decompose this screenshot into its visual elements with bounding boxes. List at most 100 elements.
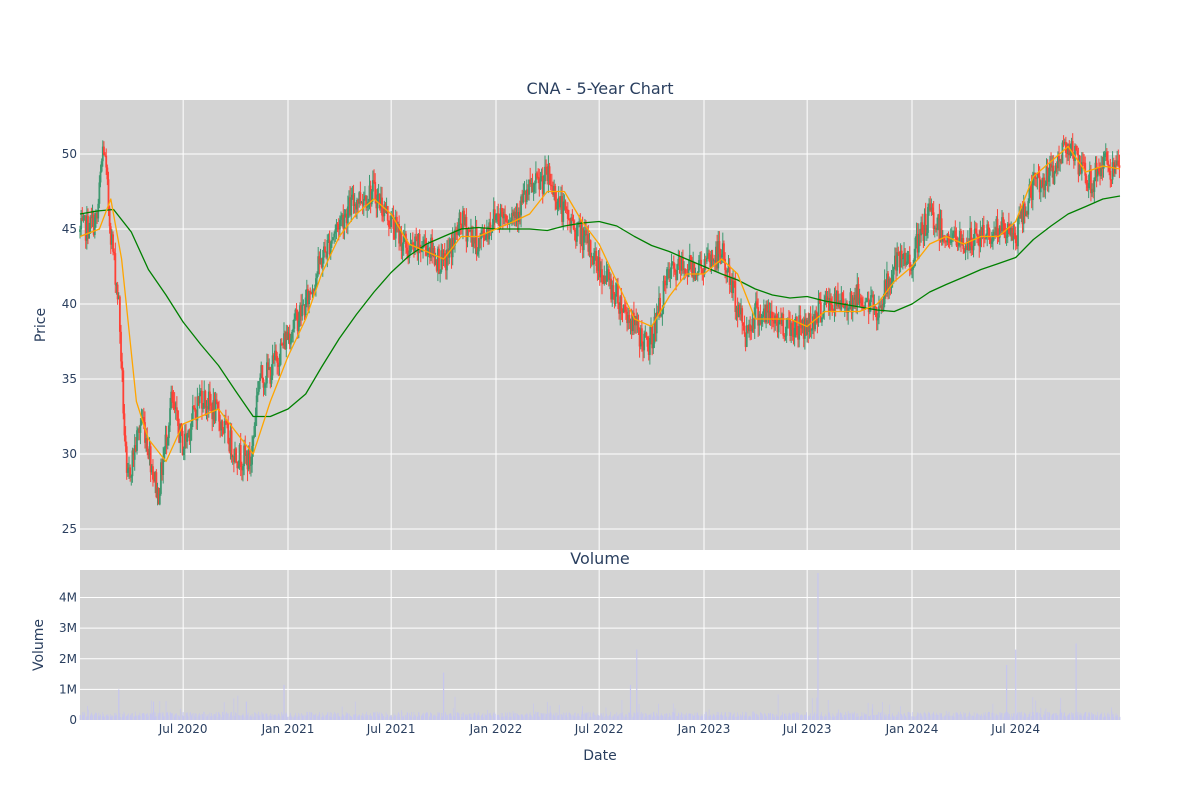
volume-bar <box>515 713 516 720</box>
price-y-tick-label: 25 <box>62 522 77 536</box>
volume-bar <box>96 713 97 720</box>
volume-bar <box>672 703 674 720</box>
volume-bar <box>1071 713 1073 720</box>
volume-bar <box>418 712 420 720</box>
candle-body <box>541 176 544 194</box>
volume-bar <box>662 715 663 720</box>
volume-bar <box>888 714 890 720</box>
volume-bar <box>873 715 875 720</box>
volume-bar <box>821 712 822 720</box>
candle-body <box>634 316 636 326</box>
candle-body <box>905 263 908 265</box>
volume-bar <box>814 712 815 720</box>
volume-bar <box>1047 717 1049 720</box>
candle-body <box>512 212 514 217</box>
volume-bar <box>750 716 752 720</box>
volume-bar <box>686 715 688 720</box>
volume-bar <box>901 715 903 720</box>
x-tick-label: Jul 2020 <box>158 722 208 736</box>
volume-bar <box>741 716 742 720</box>
candle-body <box>580 228 583 245</box>
volume-bar <box>322 714 324 720</box>
volume-spike-bar <box>1075 643 1077 720</box>
candle-body <box>622 305 625 313</box>
candle-body <box>687 269 690 278</box>
volume-bar <box>170 713 172 720</box>
candle-body <box>112 234 114 252</box>
candle-body <box>658 297 660 315</box>
volume-bar <box>420 715 422 720</box>
candle-body <box>196 396 199 421</box>
volume-bar <box>640 713 642 720</box>
volume-bar <box>401 710 402 720</box>
volume-bar <box>964 714 965 720</box>
volume-bar <box>828 712 830 720</box>
candle-body <box>167 425 170 439</box>
volume-bar <box>473 716 475 720</box>
volume-bar <box>1068 714 1070 720</box>
candle-body <box>707 253 709 258</box>
volume-bar <box>351 716 353 720</box>
volume-bar <box>133 716 135 720</box>
candle-body <box>840 293 843 310</box>
candle-body <box>403 233 406 237</box>
volume-bar <box>736 716 737 720</box>
volume-bar <box>485 715 487 720</box>
volume-bar <box>749 715 751 720</box>
candle-body <box>769 311 772 320</box>
volume-bar <box>295 712 296 720</box>
candle-body <box>294 309 297 319</box>
candle-body <box>881 305 884 312</box>
volume-bar <box>102 712 104 720</box>
volume-bar <box>956 712 957 720</box>
volume-bar <box>768 713 770 720</box>
candle-body <box>692 262 695 277</box>
volume-bar <box>487 709 488 720</box>
volume-bar <box>129 715 131 720</box>
volume-bar <box>594 714 596 720</box>
volume-bar <box>626 714 627 720</box>
volume-bar <box>466 714 468 720</box>
volume-bar <box>267 716 269 720</box>
candle-body <box>212 400 215 420</box>
volume-bar <box>1080 716 1082 720</box>
volume-bar <box>521 714 523 720</box>
volume-bar <box>530 714 532 720</box>
candle-body <box>850 292 853 313</box>
candle-body <box>109 226 112 245</box>
volume-bar <box>805 714 807 720</box>
volume-bar <box>570 713 572 720</box>
volume-bar <box>959 714 961 720</box>
volume-bar <box>574 712 576 720</box>
candle-body <box>971 246 974 251</box>
volume-bar <box>764 715 766 720</box>
volume-bar <box>963 712 965 720</box>
candle-body <box>695 274 698 276</box>
volume-bar <box>752 711 753 720</box>
candle-body <box>882 303 885 312</box>
candle-body <box>560 196 562 208</box>
volume-bar <box>255 713 257 720</box>
volume-bar <box>413 716 414 720</box>
volume-bar <box>131 717 133 720</box>
volume-bar <box>425 713 427 720</box>
volume-bar <box>161 712 163 720</box>
volume-bar <box>993 713 995 720</box>
candle-body <box>919 233 921 236</box>
volume-bar <box>488 713 490 720</box>
candle-body <box>308 290 310 305</box>
volume-bar <box>198 715 200 720</box>
candle-body <box>778 317 781 322</box>
candle-body <box>215 399 218 403</box>
volume-bar <box>1029 711 1031 720</box>
candle-body <box>920 222 923 236</box>
candle-body <box>440 250 443 273</box>
volume-bar <box>349 713 350 720</box>
candle-body <box>245 454 248 456</box>
volume-bar <box>1099 716 1100 720</box>
volume-bar <box>119 713 121 720</box>
candle-body <box>537 176 540 178</box>
candle-body <box>217 402 219 409</box>
volume-bar <box>633 712 635 720</box>
volume-bar <box>785 715 786 720</box>
